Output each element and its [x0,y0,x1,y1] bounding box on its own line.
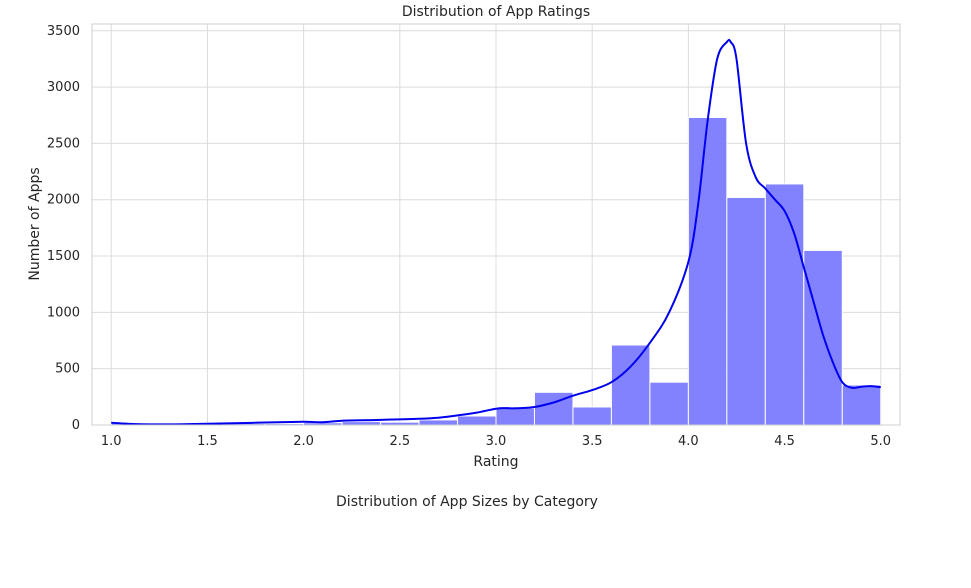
y-tick-label: 500 [55,362,80,377]
x-tick-label: 1.0 [101,434,122,449]
y-tick-label: 3500 [47,24,80,39]
x-tick-label: 5.0 [870,434,891,449]
chart-title: Distribution of App Ratings [402,4,590,20]
y-tick-labels: 0 500 1000 1500 2000 2500 3000 3500 [47,24,80,433]
x-tick-label: 2.0 [293,434,314,449]
histogram-bar [573,407,611,425]
histogram-bar [342,422,380,425]
x-axis-label: Rating [473,454,518,470]
histogram-bar [419,420,457,425]
x-tick-label: 4.5 [774,434,795,449]
histogram-bar [458,416,496,425]
x-tick-label: 1.5 [197,434,218,449]
histogram-bar [727,197,765,425]
histogram-bar [688,117,726,425]
y-tick-label: 1000 [47,305,80,320]
x-tick-label: 3.0 [486,434,507,449]
y-tick-label: 3000 [47,80,80,95]
next-chart-title: Distribution of App Sizes by Category [336,494,598,510]
y-tick-label: 1500 [47,249,80,264]
histogram-bar [496,408,534,425]
histogram-bar [650,382,688,425]
y-tick-label: 0 [72,418,80,433]
y-axis-label: Number of Apps [27,167,43,280]
x-tick-labels: 1.0 1.5 2.0 2.5 3.0 3.5 4.0 4.5 5.0 [101,434,891,449]
x-tick-label: 2.5 [389,434,410,449]
y-tick-label: 2000 [47,193,80,208]
y-tick-label: 2500 [47,136,80,151]
histogram-bar [611,345,649,425]
histogram-bar [765,184,803,425]
x-tick-label: 3.5 [582,434,603,449]
histogram-bar [842,385,880,425]
x-tick-label: 4.0 [678,434,699,449]
